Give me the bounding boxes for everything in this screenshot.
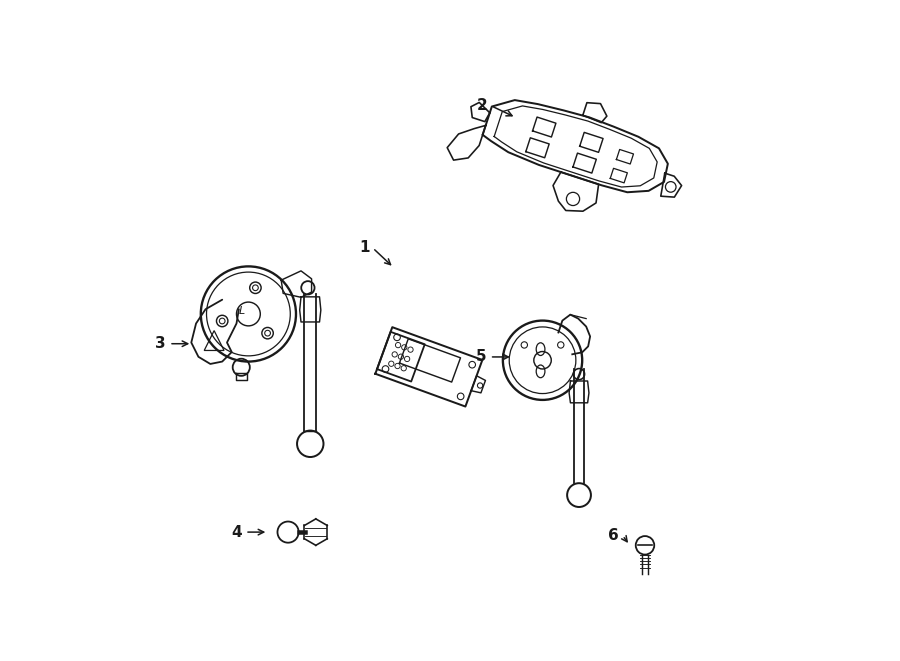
Text: L: L xyxy=(238,305,245,316)
Text: 5: 5 xyxy=(476,350,486,364)
Text: 2: 2 xyxy=(477,98,488,113)
Text: 4: 4 xyxy=(231,525,242,539)
Text: 6: 6 xyxy=(608,528,619,543)
Text: 1: 1 xyxy=(359,241,369,255)
Text: 3: 3 xyxy=(155,336,166,351)
